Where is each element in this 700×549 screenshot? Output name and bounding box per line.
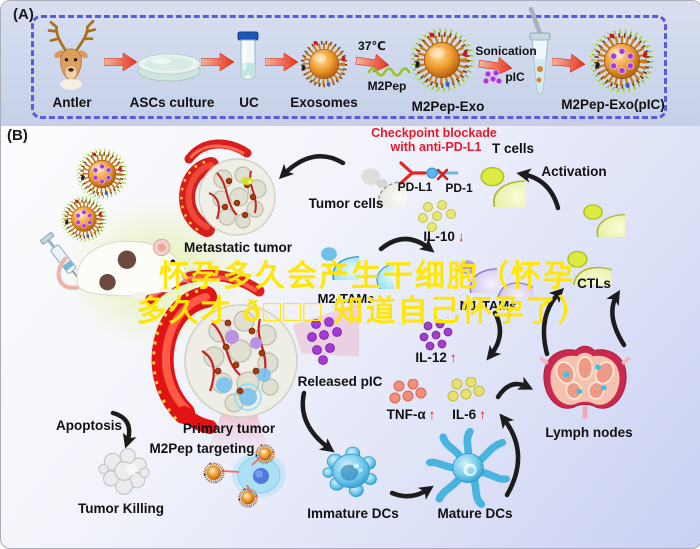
sonication-label: Sonication bbox=[475, 44, 537, 58]
il12-cytokine-dots bbox=[419, 319, 453, 351]
ctl-cell bbox=[546, 250, 612, 285]
arrow-maturedc-up bbox=[499, 413, 521, 498]
m2pep-label: M2Pep bbox=[367, 79, 407, 93]
pd-l1-label: PD-L1 bbox=[397, 180, 433, 194]
ctl-cell bbox=[583, 204, 625, 237]
sonication-tube-icon bbox=[528, 7, 551, 94]
t-cell bbox=[480, 166, 525, 207]
m1-tams-label: M1-TAMs bbox=[459, 298, 517, 313]
mature-dcs-label: Mature DCs bbox=[437, 506, 513, 521]
pic-dots-icon bbox=[482, 69, 503, 85]
arrow-lymph-to-ctls bbox=[541, 287, 565, 357]
m2-tams-label: M2-TAMs bbox=[317, 291, 375, 306]
m2pep-exo-pic-label: M2Pep-Exo(pIC) bbox=[561, 97, 665, 112]
checkpoint-blockade-label-line2: with anti-PD-L1 bbox=[390, 140, 482, 154]
exosomes-label: Exosomes bbox=[290, 95, 358, 110]
immature-dcs-label: Immature DCs bbox=[307, 506, 399, 521]
arrow-m1-down bbox=[486, 310, 503, 361]
arrow-tumorcells-to-metastatic bbox=[278, 154, 346, 180]
pic-label: pIC bbox=[505, 70, 525, 84]
released-pic-label: Released pIC bbox=[297, 374, 383, 389]
watermark-line2: 多久才 ð□□□ 知道自己怀孕了） bbox=[136, 295, 590, 328]
m2pep-exo-label: M2Pep-Exo bbox=[411, 99, 485, 114]
panel-a-dashed-border bbox=[31, 15, 667, 119]
tumor-cells-label: Tumor cells bbox=[308, 196, 384, 211]
m2pep-targeting-label: M2Pep targeting bbox=[149, 441, 255, 456]
arrow-apoptosis bbox=[110, 410, 137, 449]
mature-dc-cell bbox=[426, 428, 510, 508]
tumor-killing-label: Tumor Killing bbox=[78, 501, 164, 516]
arrow-pic-to-immdc bbox=[300, 390, 335, 453]
tnf-label: TNF-α ↑ bbox=[386, 407, 436, 422]
il12-label: IL-12 ↑ bbox=[415, 350, 457, 365]
uc-label: UC bbox=[239, 95, 259, 110]
panel-b-tag: (B) bbox=[7, 127, 28, 144]
anti-pd-l1-antibody-icon bbox=[399, 161, 427, 185]
il6-label: IL-6 ↑ bbox=[452, 407, 486, 422]
apoptotic-tumor-cell bbox=[98, 448, 150, 495]
metastatic-tumor-label: Metastatic tumor bbox=[183, 240, 293, 255]
arrow-lymph-to-ctls-2 bbox=[606, 290, 627, 348]
arrow-to-lymph-node bbox=[495, 376, 534, 400]
tumor-cell bbox=[361, 168, 407, 207]
primary-tumor-label: Primary tumor bbox=[182, 421, 276, 436]
apoptosis-label: Apoptosis bbox=[56, 418, 122, 433]
temperature-label: 37℃ bbox=[358, 39, 386, 53]
released-pic-dots bbox=[307, 317, 342, 365]
panel-a-tag: (A) bbox=[13, 6, 34, 23]
targeting-link-lines bbox=[222, 456, 262, 494]
m2-tam-cell bbox=[321, 247, 359, 280]
il10-cytokine-dots bbox=[418, 200, 456, 232]
arrow-activation bbox=[516, 168, 561, 211]
activation-label: Activation bbox=[541, 164, 607, 179]
watermark-line1: 怀孕多久会产生干细胞（怀孕 bbox=[159, 260, 575, 293]
lymph-node-illustration bbox=[539, 345, 631, 419]
il10-label: IL-10 ↓ bbox=[423, 229, 465, 244]
ascs-culture-label: ASCs culture bbox=[129, 95, 215, 110]
lymph-nodes-label: Lymph nodes bbox=[545, 425, 633, 440]
antler-label: Antler bbox=[52, 95, 92, 110]
metastatic-tumor-illustration bbox=[179, 139, 276, 237]
pd-1-label: PD-1 bbox=[445, 181, 473, 195]
t-cells-label: T cells bbox=[491, 141, 535, 156]
ctls-label: CTLs bbox=[577, 276, 611, 291]
checkpoint-blockade-label-line1: Checkpoint blockade bbox=[371, 126, 497, 140]
tnf-cytokine-dots bbox=[389, 379, 427, 404]
mouse-icon bbox=[56, 238, 196, 300]
arrow-imm-to-mature-dc bbox=[389, 485, 434, 500]
m1-tam-cell bbox=[459, 260, 497, 293]
il6-cytokine-dots bbox=[447, 377, 485, 402]
primary-tumor-illustration bbox=[151, 286, 298, 434]
arrow-m2-to-m1 bbox=[378, 236, 435, 253]
petri-dish-icon bbox=[137, 53, 201, 82]
uc-tube-icon bbox=[237, 31, 259, 80]
blocked-x-icon bbox=[436, 168, 449, 181]
immature-dc-cell bbox=[322, 446, 377, 497]
m2pep-peptide-icon bbox=[367, 67, 411, 77]
pd-l1-ligand-dot bbox=[426, 167, 438, 179]
antler-deer-icon bbox=[47, 19, 97, 90]
